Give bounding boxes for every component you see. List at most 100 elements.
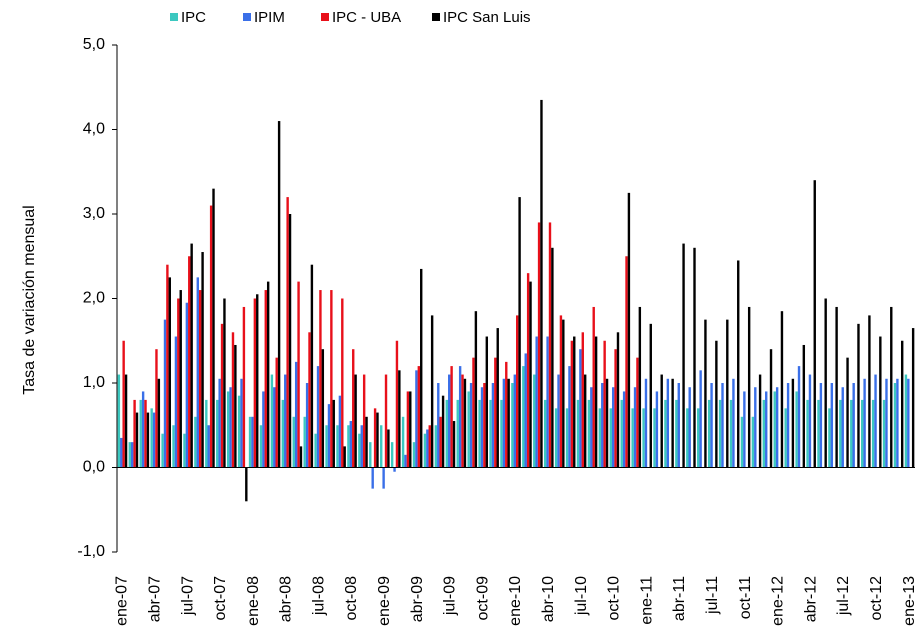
bar	[543, 399, 547, 468]
bar	[710, 383, 713, 468]
bar	[124, 374, 128, 468]
bar	[354, 374, 357, 468]
bar	[893, 383, 897, 468]
bar	[417, 366, 421, 468]
bar	[130, 442, 134, 468]
bar	[559, 315, 563, 468]
bar	[879, 336, 882, 468]
bar	[601, 383, 604, 468]
bar	[743, 391, 746, 468]
bar	[423, 433, 427, 468]
bar	[500, 399, 503, 468]
bar	[524, 353, 527, 468]
legend-label: IPC San Luis	[443, 9, 531, 26]
bar	[135, 412, 139, 468]
bar	[439, 416, 442, 468]
x-tick-label: oct-09	[474, 576, 491, 621]
bar	[474, 311, 478, 468]
bar	[152, 412, 156, 468]
bar	[294, 361, 298, 468]
bar	[352, 349, 355, 468]
y-tick-label: 2,0	[83, 290, 105, 307]
bar	[740, 416, 744, 468]
bar	[754, 387, 757, 468]
bar	[253, 298, 257, 468]
bar	[904, 374, 908, 468]
bar	[264, 290, 267, 468]
bar	[636, 357, 639, 468]
bar	[373, 408, 377, 468]
bar	[415, 370, 418, 468]
bar	[666, 378, 670, 468]
bar	[605, 378, 609, 468]
bar	[150, 408, 153, 468]
bar	[128, 442, 131, 468]
bar	[463, 378, 467, 468]
bar	[590, 387, 593, 468]
bar	[369, 442, 372, 468]
bar	[620, 399, 623, 468]
bar	[472, 357, 475, 468]
bar	[901, 340, 904, 468]
bar	[122, 340, 125, 468]
bar	[157, 378, 161, 468]
bar	[349, 421, 353, 468]
y-tick-label: 4,0	[83, 121, 105, 138]
bar	[401, 416, 405, 468]
bar	[511, 383, 514, 468]
bar	[384, 374, 388, 468]
bar	[434, 425, 438, 468]
bar	[216, 399, 219, 468]
bar	[707, 399, 711, 468]
bar	[568, 366, 571, 468]
bar	[540, 99, 543, 468]
bar	[141, 391, 145, 468]
bar	[642, 408, 645, 468]
bar	[581, 332, 584, 468]
bar	[155, 349, 158, 468]
bar	[314, 433, 317, 468]
bar	[168, 277, 171, 468]
bar	[390, 442, 394, 468]
bar	[758, 374, 762, 468]
bar	[751, 416, 755, 468]
bar	[489, 399, 492, 468]
bar	[616, 332, 620, 468]
bar	[467, 391, 470, 468]
bar	[183, 433, 186, 468]
legend-label: IPC - UBA	[332, 9, 401, 26]
bar	[699, 370, 702, 468]
bar	[166, 264, 169, 468]
bar	[907, 378, 910, 468]
bar	[437, 383, 440, 468]
bar	[861, 399, 864, 468]
x-tick-label: oct-11	[737, 576, 754, 619]
bar	[576, 399, 580, 468]
bar	[226, 391, 230, 468]
bar	[551, 247, 554, 468]
bar	[817, 399, 820, 468]
bar	[546, 336, 549, 468]
bar	[319, 290, 322, 468]
bar	[380, 425, 383, 468]
bar	[784, 408, 787, 468]
x-tick-label: jul-08	[310, 576, 327, 616]
bar	[839, 399, 842, 468]
bar	[321, 349, 325, 468]
bar	[557, 374, 560, 468]
bar	[622, 391, 626, 468]
bar	[461, 374, 464, 468]
bar	[682, 243, 685, 468]
bar	[256, 294, 259, 468]
bar	[518, 197, 521, 468]
x-tick-label: ene-11	[638, 576, 655, 625]
bar	[270, 374, 274, 468]
bar	[715, 340, 718, 468]
bar	[660, 374, 663, 468]
bar	[177, 298, 180, 468]
bar	[231, 332, 235, 468]
bar	[732, 378, 735, 468]
bar	[850, 399, 853, 468]
bar	[483, 383, 486, 468]
